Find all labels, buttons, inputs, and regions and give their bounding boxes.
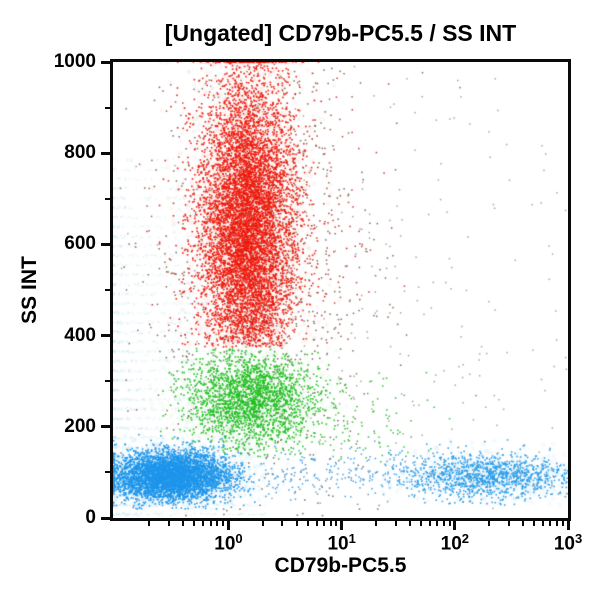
y-major-tick xyxy=(101,242,110,246)
x-minor-tick xyxy=(374,521,377,526)
x-minor-tick xyxy=(315,521,318,526)
x-minor-tick xyxy=(281,521,284,526)
y-tick-label: 400 xyxy=(64,324,96,346)
x-minor-tick xyxy=(209,521,212,526)
x-minor-tick xyxy=(394,521,397,526)
x-major-tick xyxy=(566,521,570,530)
x-minor-tick xyxy=(261,521,264,526)
x-minor-tick xyxy=(222,521,225,526)
x-minor-tick xyxy=(168,521,171,526)
x-minor-tick xyxy=(532,521,535,526)
y-minor-tick xyxy=(105,380,110,383)
chart-title: [Ungated] CD79b-PC5.5 / SS INT xyxy=(164,20,517,46)
y-minor-tick xyxy=(105,197,110,200)
y-minor-tick xyxy=(105,471,110,474)
y-major-tick xyxy=(101,425,110,429)
x-minor-tick xyxy=(521,521,524,526)
x-minor-tick xyxy=(507,521,510,526)
x-tick-label: 102 xyxy=(440,531,469,555)
x-minor-tick xyxy=(561,521,564,526)
x-minor-tick xyxy=(442,521,445,526)
y-axis-label: SS INT xyxy=(18,256,41,324)
x-minor-tick xyxy=(335,521,338,526)
x-minor-tick xyxy=(448,521,451,526)
y-minor-tick xyxy=(105,289,110,291)
x-minor-tick xyxy=(295,521,298,526)
x-major-tick xyxy=(453,521,457,530)
y-tick-label: 800 xyxy=(64,142,96,164)
y-tick-label: 600 xyxy=(64,233,96,255)
x-minor-tick xyxy=(323,521,326,526)
x-minor-tick xyxy=(436,521,439,526)
plot-frame xyxy=(110,59,571,521)
x-minor-tick xyxy=(193,521,196,526)
x-minor-tick xyxy=(549,521,552,526)
x-major-tick xyxy=(340,521,344,530)
x-minor-tick xyxy=(419,521,422,526)
x-minor-tick xyxy=(541,521,544,526)
x-tick-label: 103 xyxy=(553,531,583,555)
y-tick-label: 0 xyxy=(85,507,96,528)
x-minor-tick xyxy=(556,521,559,526)
y-tick-label: 200 xyxy=(64,415,96,437)
x-minor-tick xyxy=(148,521,151,526)
x-minor-tick xyxy=(408,521,411,526)
x-minor-tick xyxy=(487,521,490,526)
x-tick-label: 101 xyxy=(327,531,356,555)
y-minor-tick xyxy=(105,106,110,109)
x-minor-tick xyxy=(182,521,185,526)
x-axis-label: CD79b-PC5.5 xyxy=(274,554,407,577)
y-major-tick xyxy=(101,334,110,338)
y-tick-label: 1000 xyxy=(53,51,96,72)
x-minor-tick xyxy=(216,521,219,526)
x-minor-tick xyxy=(329,521,332,526)
x-minor-tick xyxy=(306,521,309,526)
x-minor-tick xyxy=(428,521,431,526)
y-major-tick xyxy=(101,60,110,64)
scatter-plot-canvas xyxy=(113,62,568,518)
y-major-tick xyxy=(101,151,110,155)
x-minor-tick xyxy=(202,521,205,526)
x-major-tick xyxy=(226,521,230,530)
y-major-tick xyxy=(101,516,110,520)
x-tick-label: 100 xyxy=(214,531,243,555)
